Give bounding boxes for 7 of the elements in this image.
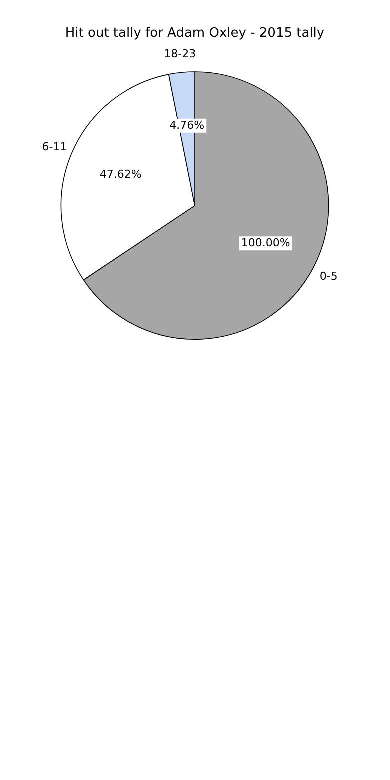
slice-label: 18-23 bbox=[164, 48, 196, 61]
chart-title: Hit out tally for Adam Oxley - 2015 tally bbox=[65, 26, 325, 42]
slice-label: 0-5 bbox=[320, 270, 338, 284]
slice-label: 6-11 bbox=[42, 140, 68, 154]
data-label: 4.76% bbox=[170, 118, 205, 132]
data-label: 47.62% bbox=[100, 168, 142, 181]
data-label: 100.00% bbox=[241, 236, 290, 250]
